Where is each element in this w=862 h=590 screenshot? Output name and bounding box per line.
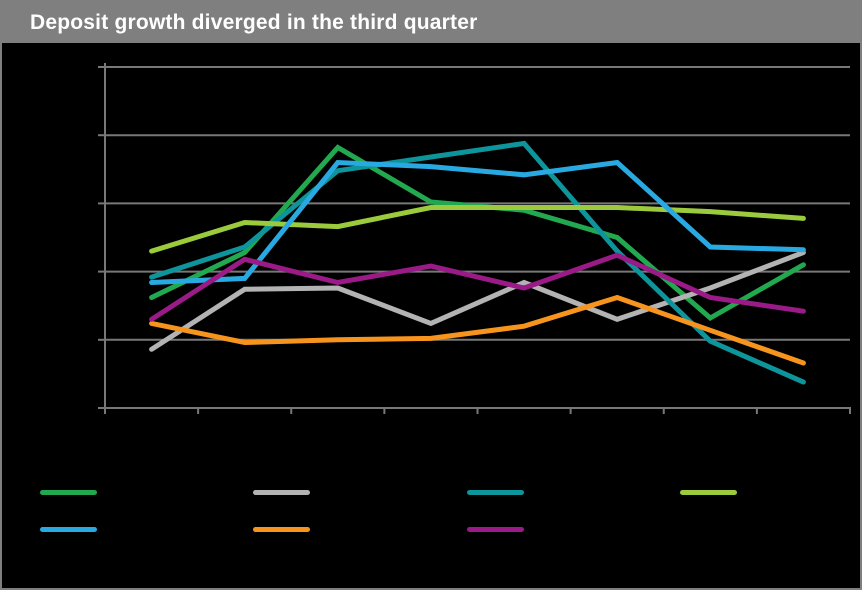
series-line-orange	[149, 294, 806, 366]
chart-title-bar: Deposit growth diverged in the third qua…	[2, 2, 860, 43]
chart-title: Deposit growth diverged in the third qua…	[30, 10, 478, 34]
series-line-lime	[149, 205, 806, 254]
series-line-silver	[149, 250, 806, 352]
series-line-magenta	[149, 252, 806, 322]
series-line-blue	[149, 159, 806, 285]
